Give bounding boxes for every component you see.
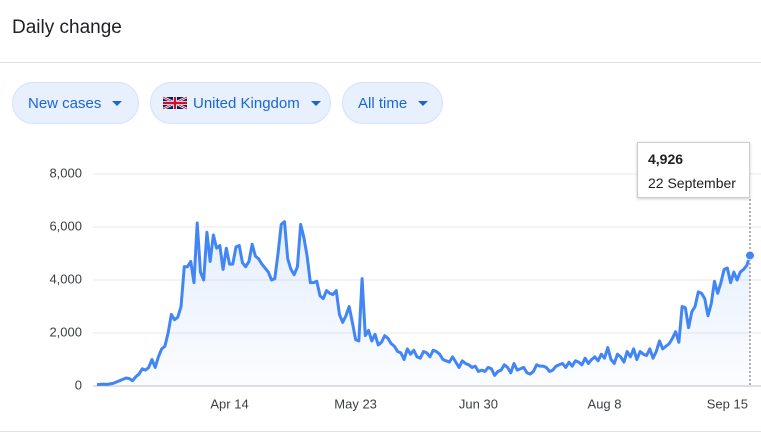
uk-flag xyxy=(163,95,187,111)
y-tick-label: 2,000 xyxy=(49,324,82,339)
y-tick-label: 0 xyxy=(75,377,82,392)
range-dropdown[interactable]: All time xyxy=(342,82,443,124)
dropdown-label: New cases xyxy=(28,94,102,112)
x-tick-label: May 23 xyxy=(334,396,377,411)
tooltip: 4,926 22 September xyxy=(637,142,750,198)
y-tick-label: 6,000 xyxy=(49,218,82,233)
dropdown-label: United Kingdom xyxy=(193,94,300,112)
caret xyxy=(112,100,123,106)
caret xyxy=(418,100,429,106)
tooltip-date: 22 September xyxy=(648,175,736,191)
divider xyxy=(0,62,761,63)
tooltip-value: 4,926 xyxy=(648,151,684,167)
region-dropdown[interactable]: United Kingdom xyxy=(150,82,331,124)
dropdown-label: All time xyxy=(358,94,408,112)
divider xyxy=(0,431,761,432)
data-line xyxy=(96,220,752,387)
hover-dot xyxy=(745,250,755,261)
header-title: Daily change xyxy=(12,17,122,38)
caret xyxy=(310,100,321,106)
x-tick-label: Apr 14 xyxy=(210,396,248,411)
metric-dropdown[interactable]: New cases xyxy=(12,82,139,124)
x-tick-label: Aug 8 xyxy=(588,396,622,411)
x-tick-label: Sep 15 xyxy=(707,396,748,411)
y-tick-label: 8,000 xyxy=(49,165,82,180)
x-tick-label: Jun 30 xyxy=(459,396,498,411)
y-tick-label: 4,000 xyxy=(49,271,82,286)
